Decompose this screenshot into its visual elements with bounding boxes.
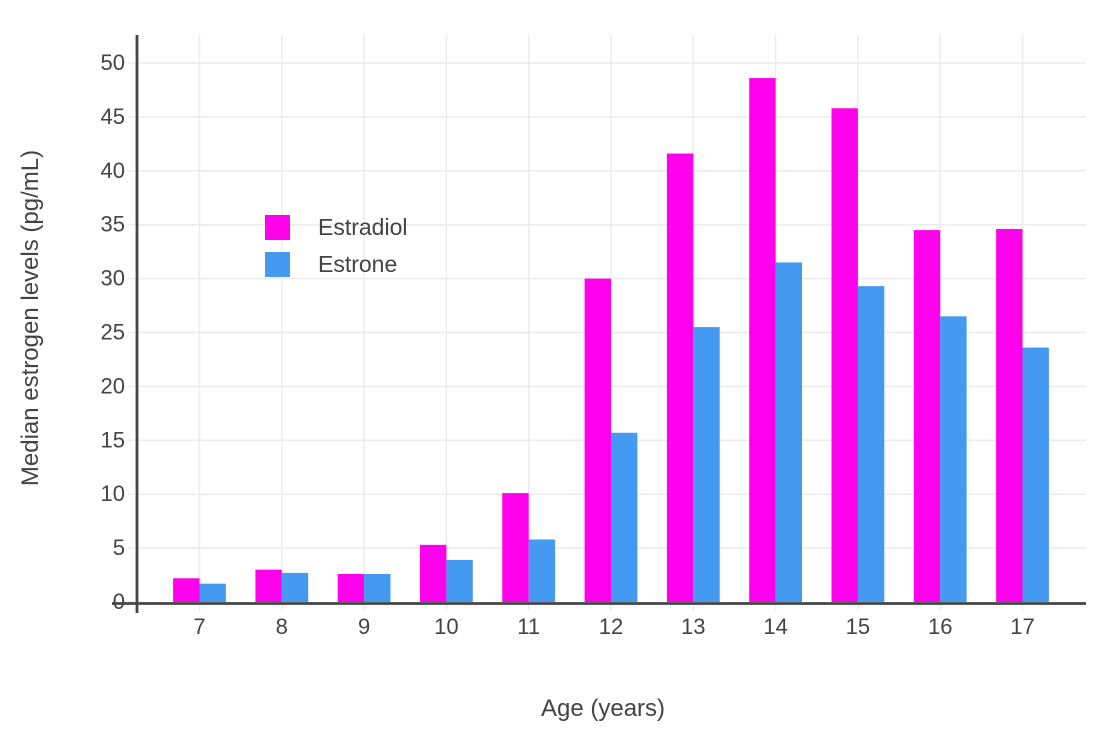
x-tick-label: 8 (276, 614, 288, 639)
bar-estrone (364, 573, 391, 602)
x-tick-label: 10 (434, 614, 458, 639)
bar-estrone (611, 432, 638, 602)
y-tick-label: 40 (101, 158, 125, 183)
bar-estradiol (996, 229, 1023, 602)
bar-estradiol (420, 544, 447, 602)
bar-estradiol (255, 569, 282, 602)
bar-estrone (1022, 347, 1049, 602)
bar-estradiol (831, 108, 858, 602)
legend-item-estradiol[interactable]: Estradiol (265, 214, 408, 240)
y-tick-label: 35 (101, 212, 125, 237)
y-tick-label: 0 (113, 589, 125, 614)
x-axis-title: Age (years) (540, 695, 666, 722)
y-tick-label: 15 (101, 427, 125, 452)
y-tick-label: 5 (113, 535, 125, 560)
x-tick-label: 7 (193, 614, 205, 639)
bar-estrone (446, 559, 473, 602)
y-axis-title: Median estrogen levels (pg/mL) (17, 149, 44, 487)
bar-estrone (693, 327, 720, 602)
x-tick-label: 15 (846, 614, 870, 639)
y-tick-label: 30 (101, 266, 125, 291)
y-tick-label: 25 (101, 320, 125, 345)
bar-estradiol (173, 578, 200, 602)
legend: Estradiol Estrone (265, 214, 408, 289)
legend-item-estrone[interactable]: Estrone (265, 251, 407, 277)
bar-estradiol (913, 230, 941, 602)
x-tick-label: 9 (358, 614, 370, 639)
x-tick-label: 17 (1010, 614, 1034, 639)
bar-estradiol (584, 278, 611, 602)
bar-estradiol (666, 153, 694, 602)
y-tick-label: 10 (101, 481, 125, 506)
bar-estradiol (749, 78, 776, 603)
bar-estradiol (337, 573, 365, 602)
y-tick-label: 45 (101, 104, 125, 129)
x-tick-label: 13 (681, 614, 705, 639)
x-tick-label: 14 (763, 614, 787, 639)
legend-label-estradiol: Estradiol (318, 214, 408, 240)
bar-estrone (199, 583, 226, 602)
x-tick-label: 16 (928, 614, 952, 639)
estrone-swatch-icon (265, 252, 290, 277)
y-tick-label: 50 (101, 50, 125, 75)
bar-estrone (528, 539, 556, 602)
bar-estrone (281, 572, 309, 602)
bar-estradiol (502, 493, 529, 602)
x-tick-label: 12 (599, 614, 623, 639)
estradiol-swatch-icon (265, 215, 290, 240)
bar-estrone (857, 286, 885, 602)
x-tick-label: 11 (517, 614, 540, 639)
y-tick-label: 20 (101, 373, 125, 398)
bar-estrone (775, 262, 802, 602)
bar-estrone (940, 316, 967, 602)
legend-label-estrone: Estrone (318, 251, 398, 277)
